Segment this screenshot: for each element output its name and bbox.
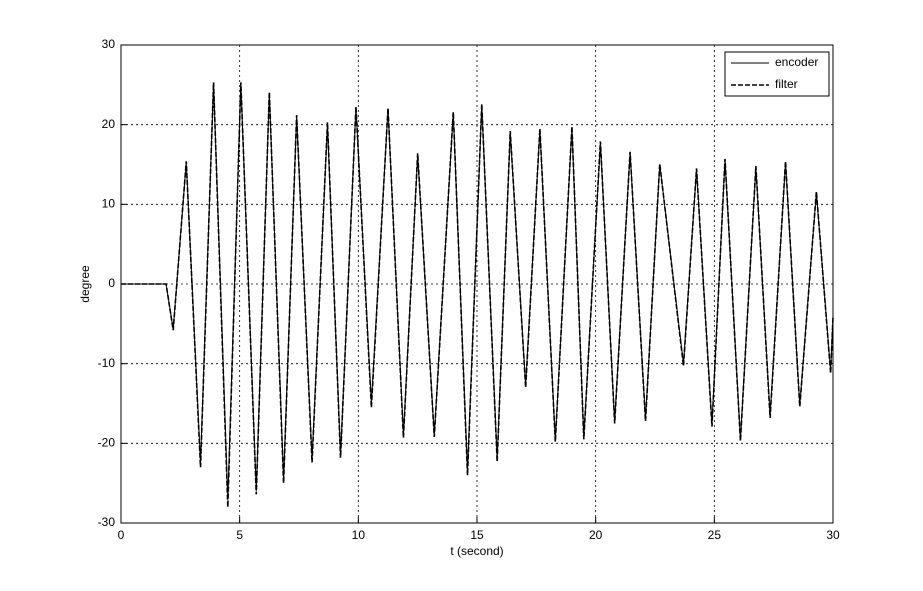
x-tick-label: 25	[708, 528, 722, 542]
y-axis-label: degree	[78, 265, 92, 303]
x-tick-label: 5	[236, 528, 243, 542]
x-tick-label: 30	[826, 528, 840, 542]
x-axis-label: t (second)	[450, 544, 503, 558]
y-tick-label: 30	[102, 37, 116, 51]
legend-label: encoder	[775, 55, 818, 69]
y-tick-label: 0	[108, 276, 115, 290]
y-tick-label: -10	[98, 356, 116, 370]
y-tick-label: -20	[98, 436, 116, 450]
y-tick-label: -30	[98, 515, 116, 529]
x-tick-label: 15	[470, 528, 484, 542]
legend-label: filter	[775, 77, 798, 91]
x-tick-label: 0	[118, 528, 125, 542]
legend-box	[724, 51, 830, 97]
x-tick-label: 10	[352, 528, 366, 542]
x-tick-label: 20	[589, 528, 603, 542]
y-tick-label: 20	[102, 117, 116, 131]
y-tick-label: 10	[102, 197, 116, 211]
series-line	[121, 82, 834, 508]
